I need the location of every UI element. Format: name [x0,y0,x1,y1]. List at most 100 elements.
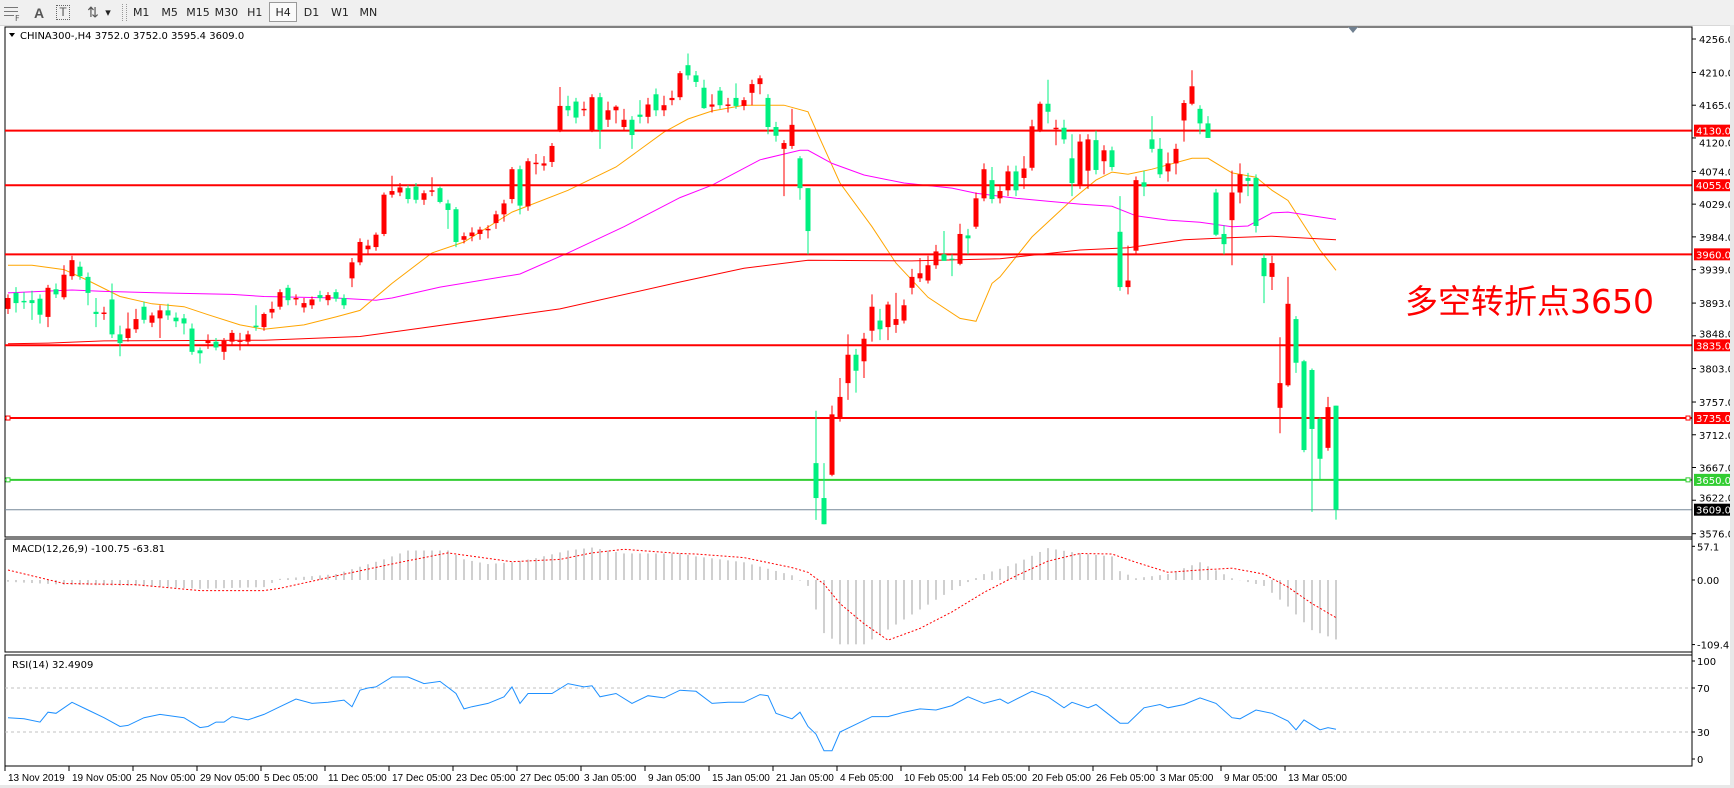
candle-body [789,124,795,146]
time-axis-label: 10 Feb 05:00 [904,773,963,784]
price-label-text: 3650.0 [1696,476,1731,487]
candle-body [141,306,147,320]
candle-body [701,87,707,109]
price-label-text: 4055.0 [1696,181,1731,192]
chevron-down-icon[interactable]: ▾ [105,7,111,19]
timeframe-m30-button[interactable]: M30 [214,5,239,19]
candle [877,308,883,341]
candle-body [1293,319,1299,363]
candle-body [29,300,35,304]
time-axis-label: 21 Jan 05:00 [776,773,834,784]
candle-body [261,313,267,328]
candle [893,292,899,333]
timeframe-m1-button[interactable]: M1 [132,5,150,19]
candle [341,294,347,309]
chart-menu-triangle-icon[interactable] [9,33,15,37]
candle [1141,170,1147,197]
candle-body [205,340,211,344]
text-label-icon[interactable]: A [33,4,45,21]
candle-body [525,161,531,207]
candle [69,255,75,280]
candle [1301,359,1307,453]
rsi-panel[interactable]: RSI(14) 32.4909 100 70 30 0 [4,654,1716,767]
candle-body [53,289,59,295]
timeframe-m5-button[interactable]: M5 [161,5,178,19]
line-handle-right[interactable] [1685,415,1691,421]
price-label-box [1694,473,1732,486]
candle [741,97,747,111]
candle [773,121,779,142]
candle-body [829,414,835,475]
candle-body [437,188,443,202]
candle-body [557,105,563,131]
candle [1061,119,1067,144]
candle [525,158,531,211]
candle [1149,116,1155,153]
candle [717,87,723,109]
candle [637,100,643,124]
candle-body [661,105,667,111]
candle-body [693,75,699,82]
candle-body [1309,370,1315,429]
candle [133,308,139,333]
timeframe-h4-button[interactable]: H4 [268,2,298,22]
candle-body [597,97,603,130]
line-handle-right[interactable] [1685,477,1691,483]
candle-body [565,105,571,111]
candle-body [109,299,115,335]
time-axis-label: 14 Feb 05:00 [968,773,1027,784]
timeframe-mn-button[interactable]: MN [359,5,378,19]
candle [837,378,843,422]
candle [1005,165,1011,197]
candle [309,296,315,309]
candle [101,306,107,320]
candle-body [461,236,467,240]
candle-body [125,328,131,339]
candle [485,225,491,239]
rsi-line [7,676,1337,752]
candle [653,88,659,117]
candle [1253,174,1259,233]
candle-body [77,266,83,277]
time-axis-label: 26 Feb 05:00 [1096,773,1155,784]
time-axis-label: 25 Nov 05:00 [136,773,196,784]
candle-body [765,97,771,128]
candle-body [13,292,19,304]
candle [141,301,147,324]
chart-shift-marker-icon[interactable] [1348,27,1358,33]
time-axis-label: 9 Mar 05:00 [1224,773,1278,784]
main-price-panel[interactable]: 4256.0 4210.0 4165.0 4120.0 4074.0 4029.0 3984… [4,26,1734,541]
candle-body [997,191,1003,199]
candle-body [709,104,715,107]
candle [1117,196,1123,291]
price-axis-label: 3622.0 [1699,494,1734,505]
period-separator-grid-icon[interactable]: F [2,3,22,22]
candle [13,287,19,313]
price-axis-label: 3576.0 [1699,530,1734,541]
candle-body [837,396,843,419]
candle [901,299,907,324]
text-box-icon[interactable]: T [54,3,72,22]
line-handle-left[interactable] [5,477,11,483]
line-handle-left[interactable] [5,415,11,421]
candle-body [1261,257,1267,277]
macd-label: MACD(12,26,9) -100.75 -63.81 [12,544,165,555]
timeframe-m15-button[interactable]: M15 [186,5,210,19]
candle-body [181,318,187,324]
candle-body [381,194,387,234]
candle-body [741,100,747,106]
timeframe-w1-button[interactable]: W1 [330,5,349,19]
candle-body [253,325,259,328]
arrows-icon[interactable]: ⇅ [87,4,99,20]
timeframe-h1-button[interactable]: H1 [247,5,263,19]
macd-panel[interactable]: MACD(12,26,9) -100.75 -63.81 57.1 0.00 -109… [4,538,1734,653]
toolbar-grip[interactable] [122,4,127,21]
candle [1109,146,1115,171]
candle [973,192,979,229]
candle [1165,152,1171,182]
timeframe-d1-button[interactable]: D1 [303,5,320,19]
candle [765,94,771,135]
candle-body [1005,171,1011,191]
rsi-scale-label: 30 [1697,728,1710,739]
